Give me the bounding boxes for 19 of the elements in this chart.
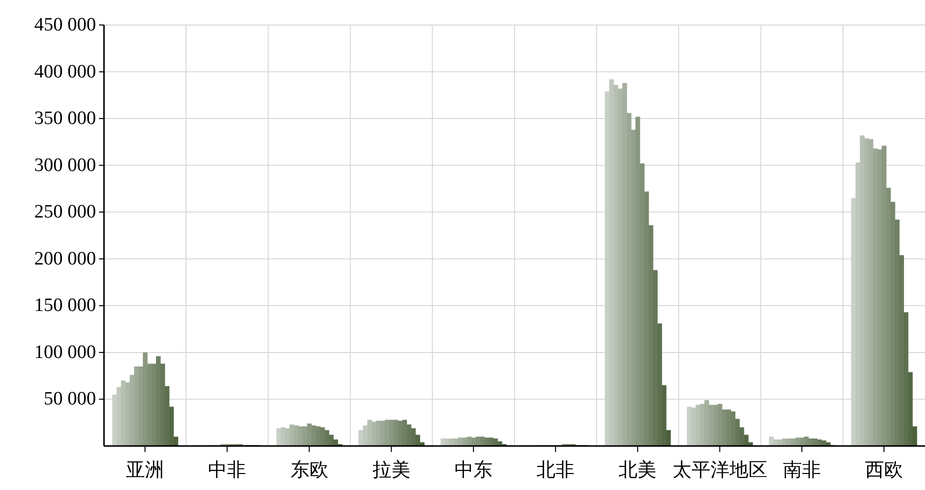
x-tick-label: 中非 (208, 460, 246, 481)
x-tick-label: 太平洋地区 (672, 460, 768, 481)
y-tick-label: 100 000 (34, 342, 96, 363)
x-tick-label: 亚洲 (126, 460, 164, 481)
y-tick-label: 400 000 (34, 61, 96, 82)
y-tick-label: 300 000 (34, 154, 96, 176)
y-tick-label: 350 000 (34, 108, 96, 130)
x-tick-label: 拉美 (372, 459, 410, 481)
x-tick-label: 北非 (536, 460, 575, 481)
x-tick-label: 西欧 (864, 460, 903, 481)
y-tick-label: 50 000 (44, 388, 96, 410)
x-tick-label: 中东 (454, 460, 492, 481)
y-tick-label: 200 000 (34, 248, 96, 270)
x-tick-label: 北美 (618, 459, 657, 481)
y-tick-label: 150 000 (34, 295, 96, 316)
y-tick-label: 450 000 (34, 14, 96, 36)
x-tick-label: 南非 (782, 460, 821, 481)
y-tick-label: 250 000 (34, 202, 96, 223)
x-tick-label: 东欧 (290, 460, 328, 481)
